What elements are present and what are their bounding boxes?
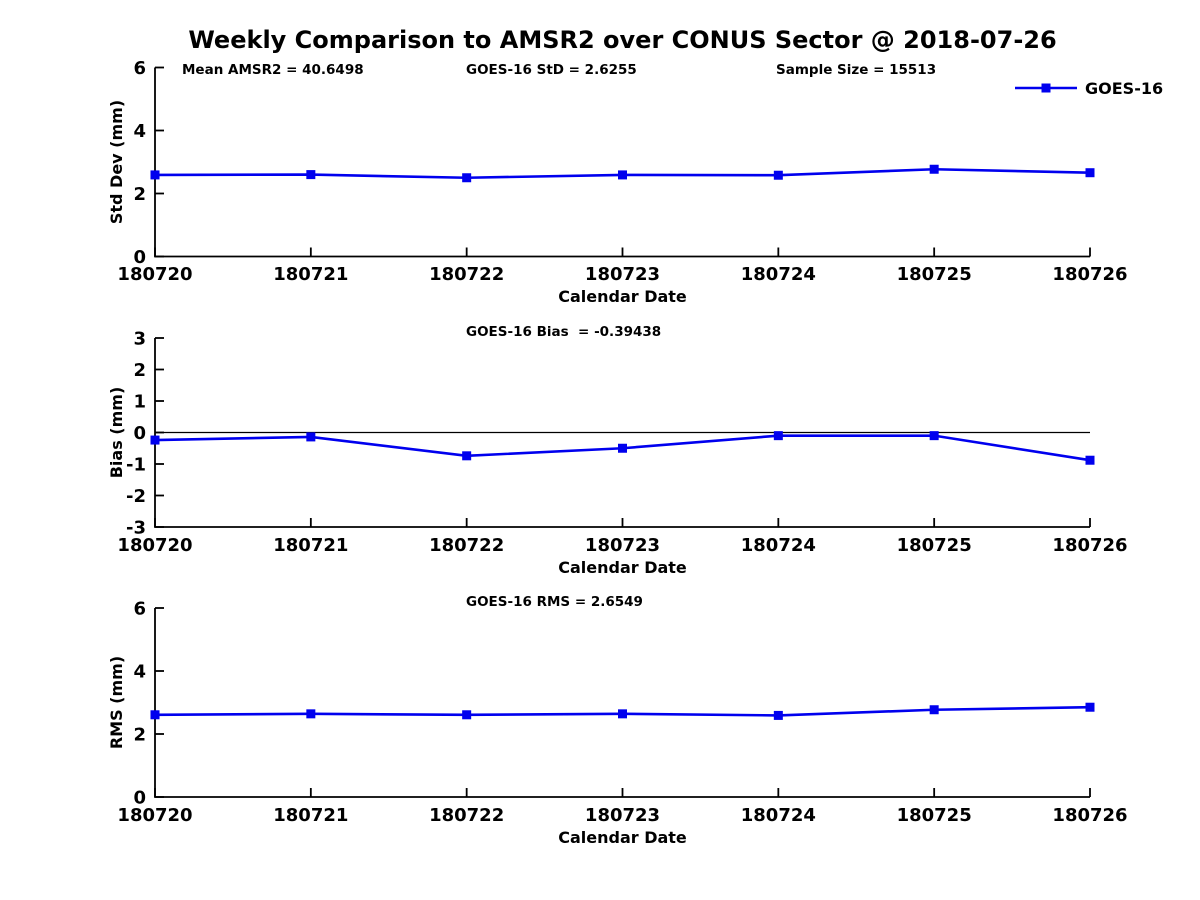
y-tick-label: 2: [133, 360, 146, 381]
subplot-bias: -3 -2 -1 0 1 2 3 180720 180721 180722 180723 180724…: [107, 324, 1128, 577]
data-point-marker: [773, 710, 783, 720]
x-tick-label: 180720: [117, 535, 192, 556]
x-tick-label: 180721: [273, 535, 348, 556]
data-point-marker: [773, 431, 783, 441]
x-tick-label: 180724: [741, 805, 816, 826]
legend-label: GOES-16: [1085, 79, 1163, 98]
x-tick-label: 180723: [585, 805, 660, 826]
y-axis-label: RMS (mm): [107, 656, 126, 749]
x-tick-label: 180725: [897, 805, 972, 826]
x-tick-label: 180724: [741, 535, 816, 556]
annotation-text: GOES-16 Bias = -0.39438: [466, 324, 661, 340]
annotation-text: GOES-16 StD = 2.6255: [466, 62, 637, 78]
y-axis-label: Std Dev (mm): [107, 100, 126, 224]
data-point-marker: [929, 164, 939, 174]
y-tick-label: 6: [133, 58, 146, 79]
data-point-marker: [929, 705, 939, 715]
x-tick-label: 180725: [897, 264, 972, 285]
x-tick-label: 180723: [585, 535, 660, 556]
x-tick-label: 180723: [585, 264, 660, 285]
data-point-marker: [150, 710, 160, 720]
x-axis-label: Calendar Date: [558, 828, 687, 847]
y-tick-label: 0: [133, 423, 146, 444]
data-point-marker: [618, 443, 627, 453]
data-point-marker: [462, 710, 472, 720]
x-tick-label: 180726: [1052, 264, 1127, 285]
data-point-marker: [1085, 455, 1095, 465]
data-point-marker: [618, 709, 627, 719]
y-axis-label: Bias (mm): [107, 387, 126, 479]
x-tick-label: 180726: [1052, 805, 1127, 826]
x-tick-label: 180721: [273, 805, 348, 826]
y-tick-label: -1: [126, 455, 146, 476]
figure-title: Weekly Comparison to AMSR2 over CONUS Se…: [188, 26, 1057, 54]
x-tick-label: 180720: [117, 264, 192, 285]
data-point-marker: [306, 170, 316, 180]
data-point-marker: [306, 432, 316, 442]
y-tick-label: 0: [133, 247, 146, 268]
annotation-text: Mean AMSR2 = 40.6498: [182, 62, 364, 78]
y-tick-label: -3: [126, 518, 146, 539]
x-tick-label: 180720: [117, 805, 192, 826]
annotation-text: GOES-16 RMS = 2.6549: [466, 594, 643, 610]
x-tick-label: 180726: [1052, 535, 1127, 556]
subplot-rms: 0 2 4 6 180720 180721 180722 180723 180724 180725…: [107, 594, 1128, 847]
x-axis-label: Calendar Date: [558, 558, 687, 577]
annotation-text: Sample Size = 15513: [776, 62, 936, 78]
data-point-marker: [306, 709, 316, 719]
y-tick-label: 1: [133, 392, 146, 413]
data-point-marker: [462, 173, 472, 183]
data-point-marker: [929, 431, 939, 441]
x-tick-label: 180721: [273, 264, 348, 285]
legend-marker: [1041, 83, 1051, 93]
data-point-marker: [618, 170, 627, 180]
y-tick-label: -2: [126, 486, 146, 507]
data-point-marker: [1085, 168, 1095, 178]
y-tick-label: 4: [133, 662, 146, 683]
data-point-marker: [150, 170, 160, 180]
data-point-marker: [150, 435, 160, 445]
y-tick-label: 2: [133, 725, 146, 746]
x-axis-label: Calendar Date: [558, 287, 687, 306]
y-tick-label: 6: [133, 599, 146, 620]
data-point-marker: [773, 170, 783, 180]
x-tick-label: 180724: [741, 264, 816, 285]
y-tick-label: 2: [133, 184, 146, 205]
x-tick-label: 180722: [429, 535, 504, 556]
x-tick-label: 180725: [897, 535, 972, 556]
x-tick-label: 180722: [429, 264, 504, 285]
data-point-marker: [462, 451, 472, 461]
y-tick-label: 3: [133, 329, 146, 350]
subplot-std-dev: 0 2 4 6 180720 180721 180722 180723 180724 180725…: [107, 58, 1163, 306]
data-point-marker: [1085, 702, 1095, 712]
y-tick-label: 0: [133, 788, 146, 809]
x-tick-label: 180722: [429, 805, 504, 826]
y-tick-label: 4: [133, 121, 146, 142]
